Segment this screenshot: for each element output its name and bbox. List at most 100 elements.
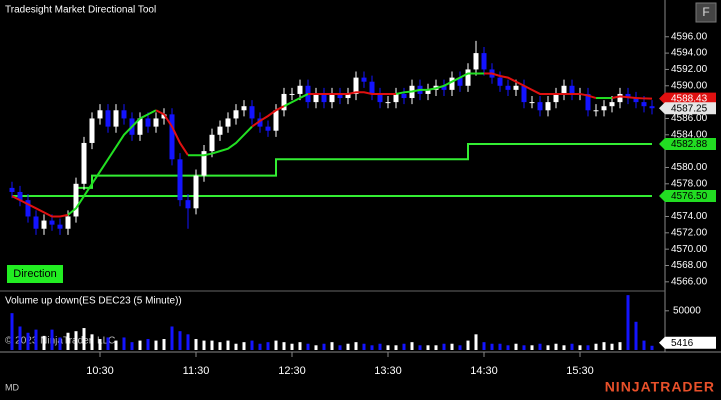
candle-body <box>289 93 295 95</box>
volume-bar <box>58 337 62 350</box>
candle-body <box>377 93 383 103</box>
volume-bar <box>226 340 230 350</box>
candle-body <box>457 77 463 86</box>
candle-body <box>473 53 479 70</box>
y-tick-label: 4584.00 <box>671 129 708 140</box>
volume-bar <box>234 343 238 350</box>
volume-bar <box>354 342 358 350</box>
volume-bar <box>210 340 214 350</box>
volume-bar <box>426 345 430 350</box>
volume-bar <box>298 342 302 350</box>
candle-body <box>569 85 575 94</box>
candle-body <box>161 114 167 119</box>
volume-bar <box>474 334 478 350</box>
candle-body <box>401 93 407 99</box>
indicator-label: Direction <box>13 268 56 280</box>
candle-body <box>97 110 103 119</box>
price-marker-label: 4587.25 <box>671 103 708 114</box>
candle-body <box>329 93 335 103</box>
volume-bar <box>650 345 654 350</box>
candle-body <box>113 110 119 127</box>
candle-body <box>241 106 247 111</box>
menu-button[interactable] <box>695 2 717 23</box>
volume-bar <box>154 340 158 350</box>
candle-body <box>89 118 95 143</box>
volume-bar <box>514 343 518 350</box>
volume-bar <box>250 340 254 350</box>
volume-bar <box>466 340 470 350</box>
y-tick-label: 4594.00 <box>671 48 708 59</box>
volume-bar <box>442 343 446 350</box>
volume-bar <box>394 345 398 350</box>
x-tick-label: 11:30 <box>183 365 210 377</box>
volume-bar <box>266 342 270 350</box>
candle-body <box>337 93 343 99</box>
candle-body <box>513 85 519 90</box>
candle-body <box>553 93 559 103</box>
volume-bar <box>370 345 374 350</box>
trend-line <box>188 125 253 157</box>
candle-body <box>169 114 175 160</box>
candle-body <box>25 200 31 217</box>
volume-bar <box>378 343 382 350</box>
price-marker-label: 4576.50 <box>671 191 708 202</box>
volume-bar <box>34 329 38 350</box>
volume-bar <box>10 313 14 350</box>
candle-body <box>505 85 511 90</box>
volume-bar <box>570 343 574 350</box>
trend-line <box>283 93 309 108</box>
y-tick-label: 4596.00 <box>671 31 708 42</box>
price-marker-label: 5416 <box>671 338 694 349</box>
candle-body <box>545 102 551 111</box>
trend-line <box>155 109 189 156</box>
candle-body <box>193 175 199 209</box>
volume-bar <box>74 331 78 350</box>
volume-bar <box>50 329 54 350</box>
menu-button-label[interactable]: F <box>702 5 709 19</box>
candle-body <box>297 85 303 94</box>
candle-body <box>649 106 655 109</box>
candle-body <box>321 93 327 103</box>
candle-body <box>249 106 255 119</box>
volume-bar <box>162 339 166 350</box>
price-marker <box>659 102 716 115</box>
x-tick-label: 10:30 <box>86 365 114 377</box>
x-tick-label: 15:30 <box>566 365 594 377</box>
volume-bar <box>410 342 414 350</box>
trend-line <box>395 72 484 95</box>
volume-bar <box>418 345 422 350</box>
volume-bar <box>578 345 582 350</box>
volume-bar <box>290 343 294 350</box>
candle-body <box>81 142 87 184</box>
chart-title: Tradesight Market Directional Tool <box>5 5 156 16</box>
candle-body <box>601 106 607 111</box>
candle-body <box>617 93 623 103</box>
volume-bar <box>458 345 462 350</box>
candle-body <box>185 200 191 209</box>
candle-body <box>593 110 599 112</box>
candle-body <box>449 77 455 90</box>
volume-bar <box>362 343 366 350</box>
volume-bar <box>282 342 286 350</box>
candle-body <box>529 102 535 104</box>
volume-title: Volume up down(ES DEC23 (5 Minute)) <box>5 296 182 307</box>
volume-bar <box>498 343 502 350</box>
y-tick-label: 4570.00 <box>671 244 708 255</box>
candle-body <box>625 93 631 99</box>
candle-body <box>345 93 351 99</box>
trend-line <box>67 109 157 216</box>
volume-bar <box>130 342 134 350</box>
volume-bar <box>274 340 278 350</box>
price-marker-label: 4582.88 <box>671 139 708 150</box>
volume-bar <box>618 342 622 350</box>
candle-body <box>281 93 287 111</box>
trend-line <box>611 95 653 100</box>
volume-bar <box>642 340 646 350</box>
volume-bar <box>18 326 22 350</box>
volume-bar <box>146 339 150 350</box>
volume-bar <box>626 295 630 350</box>
candle-body <box>265 126 271 131</box>
candle-body <box>201 151 207 176</box>
candle-body <box>425 89 431 94</box>
